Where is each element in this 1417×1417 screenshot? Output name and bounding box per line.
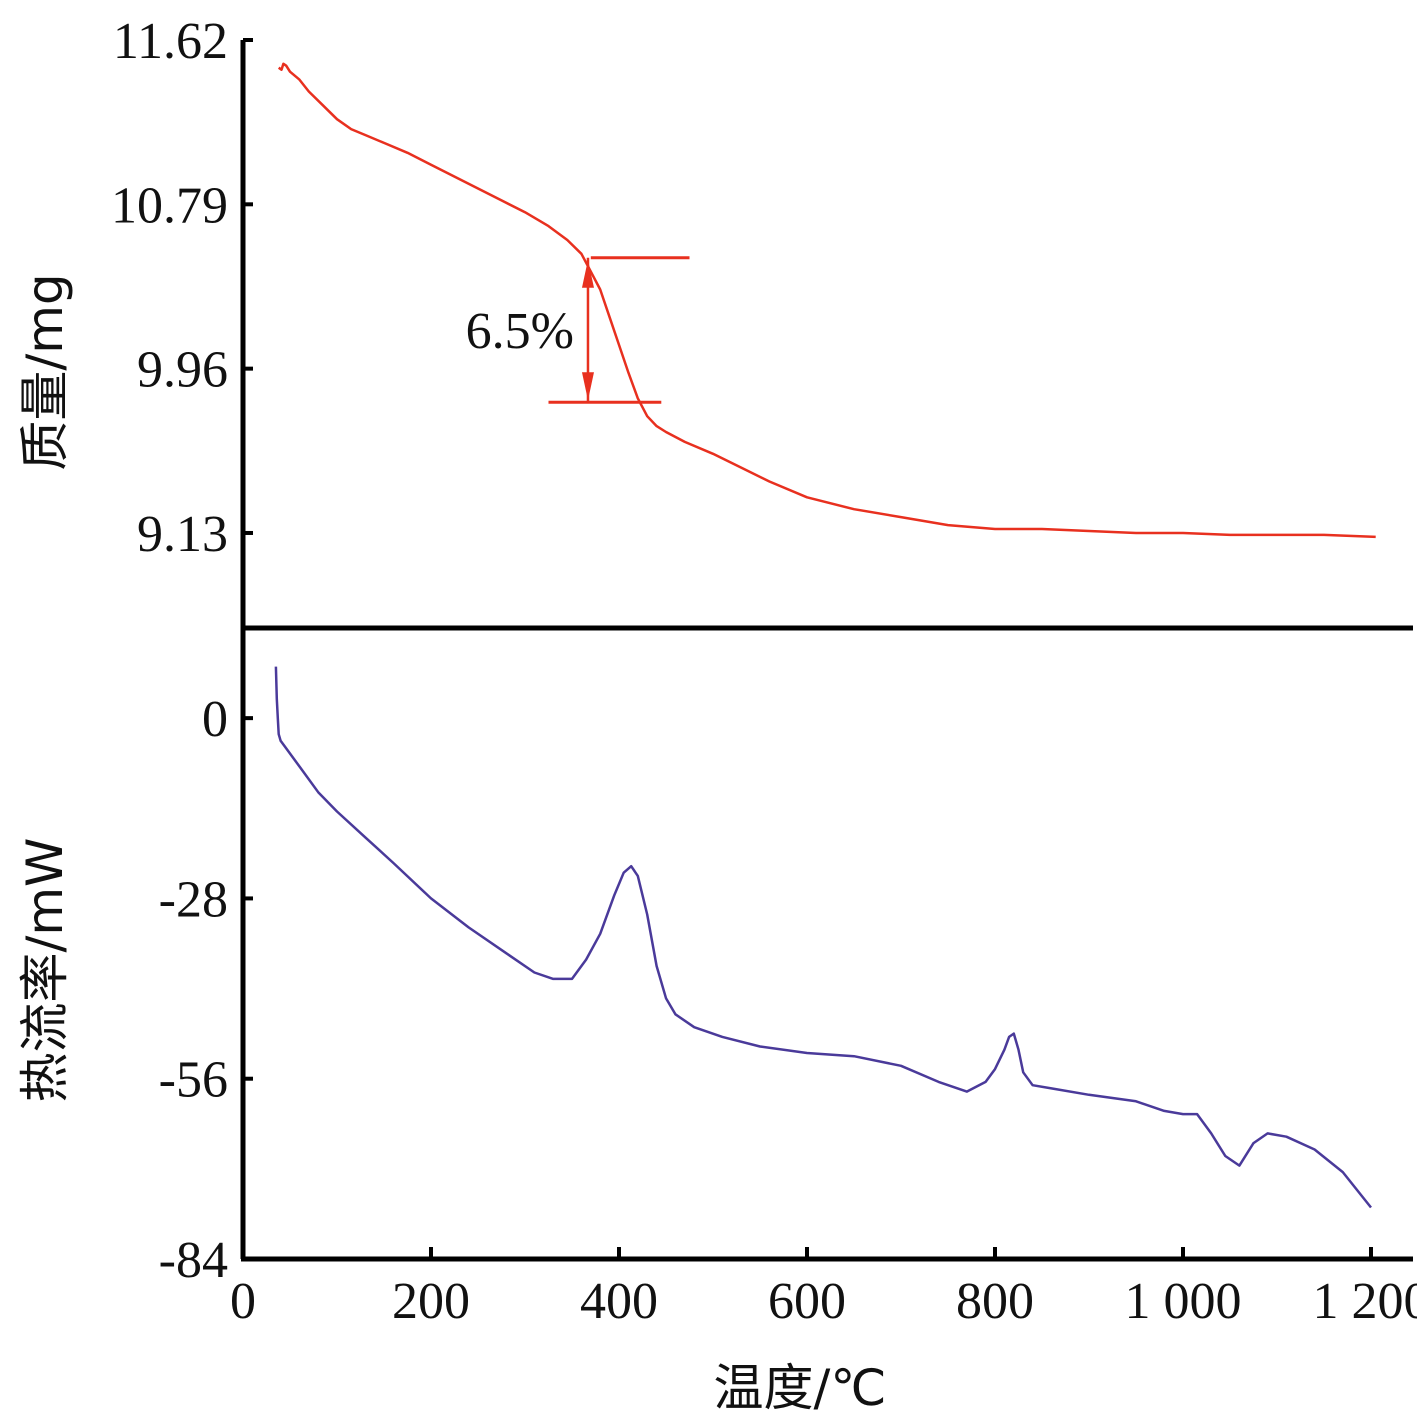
mass-y-tick-label: 11.62 (113, 13, 228, 70)
x-tick-label: 400 (580, 1273, 658, 1330)
x-ticks: 0 200 400 600 800 1 000 1 200 (230, 1247, 1417, 1330)
mass-loss-annotation: 6.5% (466, 256, 690, 404)
x-tick-label: 0 (230, 1273, 256, 1330)
mass-curve (277, 62, 1376, 539)
mass-y-ticks: 11.62 10.79 9.96 9.13 (111, 13, 253, 563)
x-axis-title: 温度/℃ (714, 1359, 887, 1417)
mass-y-axis-title: 质量/mg (16, 273, 74, 470)
mass-y-tick-label: 9.13 (137, 506, 228, 563)
heat-flow-y-ticks: 0 -28 -56 -84 (159, 691, 253, 1289)
mass-loss-label: 6.5% (466, 303, 574, 360)
mass-y-tick-label: 9.96 (137, 342, 228, 399)
mass-panel: 11.62 10.79 9.96 9.13 质量/mg 6.5% (16, 13, 1413, 631)
mass-loss-arrow-up-head (581, 259, 594, 288)
x-tick-label: 200 (392, 1273, 470, 1330)
x-tick-label: 1 200 (1313, 1273, 1417, 1330)
mass-loss-arrow-down-head (581, 372, 594, 401)
heat-flow-y-tick-label: 0 (202, 691, 228, 748)
x-tick-label: 1 000 (1125, 1273, 1242, 1330)
heat-flow-y-tick-label: -56 (159, 1052, 228, 1109)
x-tick-label: 600 (768, 1273, 846, 1330)
heat-flow-y-tick-label: -28 (159, 871, 228, 928)
mass-y-tick-label: 10.79 (111, 177, 228, 234)
heat-flow-curve (274, 666, 1372, 1209)
heat-flow-y-axis-title: 热流率/mW (16, 838, 74, 1103)
heat-flow-y-tick-label: -84 (159, 1232, 228, 1289)
heat-flow-panel: 0 -28 -56 -84 0 200 400 600 800 1 000 1 200 热流率/m… (16, 628, 1417, 1417)
x-tick-label: 800 (956, 1273, 1034, 1330)
